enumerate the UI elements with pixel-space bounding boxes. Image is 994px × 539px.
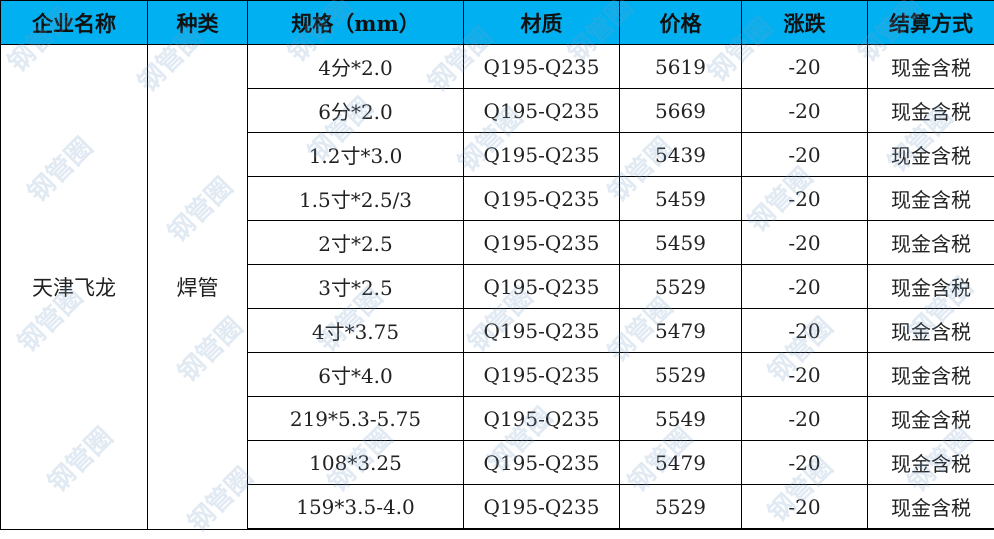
spec-cell: 4分*2.0 bbox=[248, 45, 464, 89]
header-row: 企业名称 种类 规格（mm） 材质 价格 涨跌 结算方式 bbox=[1, 1, 994, 45]
price-cell: 5459 bbox=[620, 221, 742, 265]
material-cell: Q195-Q235 bbox=[464, 397, 620, 441]
material-cell: Q195-Q235 bbox=[464, 353, 620, 397]
header-price: 价格 bbox=[620, 1, 742, 45]
material-cell: Q195-Q235 bbox=[464, 221, 620, 265]
header-company: 企业名称 bbox=[1, 1, 148, 45]
change-cell: -20 bbox=[742, 133, 868, 177]
material-cell: Q195-Q235 bbox=[464, 485, 620, 530]
settlement-cell: 现金含税 bbox=[868, 397, 994, 441]
spec-cell: 6寸*4.0 bbox=[248, 353, 464, 397]
spec-cell: 1.5寸*2.5/3 bbox=[248, 177, 464, 221]
change-cell: -20 bbox=[742, 177, 868, 221]
material-cell: Q195-Q235 bbox=[464, 441, 620, 485]
price-cell: 5529 bbox=[620, 353, 742, 397]
header-settlement: 结算方式 bbox=[868, 1, 994, 45]
settlement-cell: 现金含税 bbox=[868, 177, 994, 221]
spec-cell: 159*3.5-4.0 bbox=[248, 485, 464, 530]
settlement-cell: 现金含税 bbox=[868, 309, 994, 353]
price-cell: 5479 bbox=[620, 309, 742, 353]
header-category: 种类 bbox=[148, 1, 248, 45]
material-cell: Q195-Q235 bbox=[464, 177, 620, 221]
settlement-cell: 现金含税 bbox=[868, 45, 994, 89]
price-cell: 5529 bbox=[620, 485, 742, 530]
settlement-cell: 现金含税 bbox=[868, 221, 994, 265]
material-cell: Q195-Q235 bbox=[464, 265, 620, 309]
price-cell: 5529 bbox=[620, 265, 742, 309]
header-spec: 规格（mm） bbox=[248, 1, 464, 45]
header-change: 涨跌 bbox=[742, 1, 868, 45]
price-cell: 5459 bbox=[620, 177, 742, 221]
price-cell: 5479 bbox=[620, 441, 742, 485]
price-cell: 5549 bbox=[620, 397, 742, 441]
header-material: 材质 bbox=[464, 1, 620, 45]
settlement-cell: 现金含税 bbox=[868, 441, 994, 485]
change-cell: -20 bbox=[742, 45, 868, 89]
spec-cell: 108*3.25 bbox=[248, 441, 464, 485]
change-cell: -20 bbox=[742, 397, 868, 441]
price-cell: 5439 bbox=[620, 133, 742, 177]
spec-cell: 3寸*2.5 bbox=[248, 265, 464, 309]
price-cell: 5669 bbox=[620, 89, 742, 133]
change-cell: -20 bbox=[742, 309, 868, 353]
spec-cell: 1.2寸*3.0 bbox=[248, 133, 464, 177]
spec-cell: 2寸*2.5 bbox=[248, 221, 464, 265]
spec-cell: 6分*2.0 bbox=[248, 89, 464, 133]
material-cell: Q195-Q235 bbox=[464, 309, 620, 353]
change-cell: -20 bbox=[742, 89, 868, 133]
spec-cell: 219*5.3-5.75 bbox=[248, 397, 464, 441]
company-cell: 天津飞龙 bbox=[1, 45, 148, 530]
change-cell: -20 bbox=[742, 221, 868, 265]
change-cell: -20 bbox=[742, 441, 868, 485]
material-cell: Q195-Q235 bbox=[464, 45, 620, 89]
price-cell: 5619 bbox=[620, 45, 742, 89]
category-cell: 焊管 bbox=[148, 45, 248, 530]
material-cell: Q195-Q235 bbox=[464, 89, 620, 133]
change-cell: -20 bbox=[742, 265, 868, 309]
material-cell: Q195-Q235 bbox=[464, 133, 620, 177]
settlement-cell: 现金含税 bbox=[868, 485, 994, 530]
change-cell: -20 bbox=[742, 353, 868, 397]
settlement-cell: 现金含税 bbox=[868, 353, 994, 397]
settlement-cell: 现金含税 bbox=[868, 133, 994, 177]
spec-cell: 4寸*3.75 bbox=[248, 309, 464, 353]
settlement-cell: 现金含税 bbox=[868, 89, 994, 133]
change-cell: -20 bbox=[742, 485, 868, 530]
settlement-cell: 现金含税 bbox=[868, 265, 994, 309]
